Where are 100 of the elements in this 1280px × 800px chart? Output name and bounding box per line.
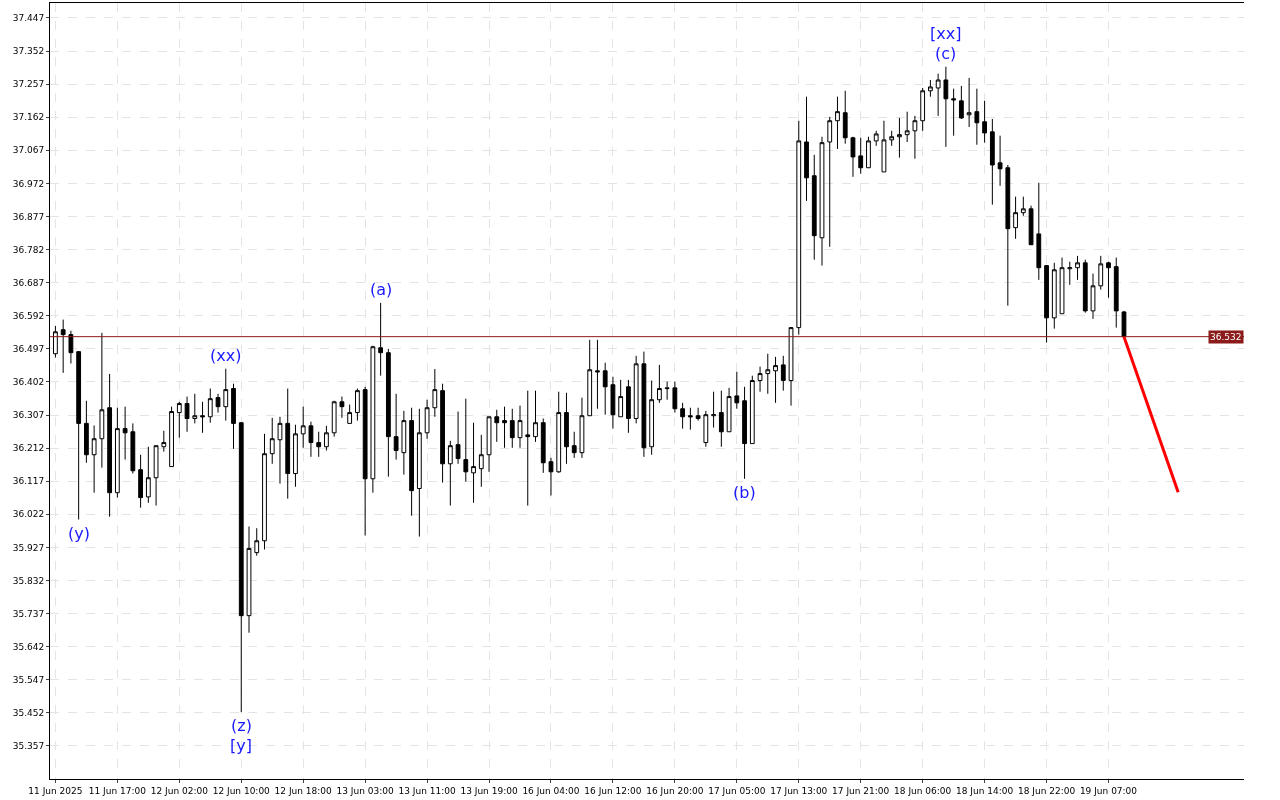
y-tick-label: 36.497 (12, 344, 45, 355)
candlestick (626, 379, 631, 434)
candlestick (935, 73, 941, 117)
candlestick (1005, 164, 1011, 307)
x-tick-label: 11 Jun 17:00 (88, 785, 147, 796)
candlestick (641, 351, 647, 458)
y-tick-label: 36.402 (12, 377, 45, 388)
y-tick-label: 36.212 (12, 443, 45, 454)
candlestick (1075, 255, 1080, 281)
candlestick (904, 111, 910, 143)
x-tick-label: 13 Jun 03:00 (336, 785, 394, 796)
candlestick (432, 368, 438, 418)
candlestick (680, 402, 686, 430)
y-tick-label: 36.972 (12, 178, 45, 189)
y-tick-label: 35.737 (12, 608, 45, 619)
y-tick-label: 37.162 (12, 112, 45, 123)
candlestick (835, 96, 840, 150)
x-tick-label: 12 Jun 10:00 (212, 785, 271, 796)
candlestick (122, 406, 128, 461)
candlestick (974, 88, 980, 146)
candlestick (316, 431, 322, 458)
candlestick (107, 373, 113, 518)
candlestick (711, 391, 716, 429)
x-tick-label: 18 Jun 06:00 (894, 785, 952, 796)
candlestick (370, 345, 376, 494)
candlestick (540, 418, 546, 474)
candlestick (633, 355, 639, 424)
candlestick (161, 430, 167, 453)
candlestick (734, 371, 740, 410)
candlestick (76, 351, 82, 521)
annotation: (a) (370, 280, 393, 299)
x-tick-label: 17 Jun 05:00 (708, 785, 766, 796)
candlestick (982, 100, 987, 144)
y-tick-label: 36.877 (12, 211, 45, 222)
candlestick (765, 353, 771, 395)
candlestick (1036, 182, 1042, 281)
candlestick (293, 424, 298, 488)
candlestick (84, 400, 89, 464)
candlestick (742, 386, 747, 480)
candlestick (1090, 273, 1096, 320)
candlestick (502, 406, 507, 449)
y-tick-label: 36.022 (12, 509, 45, 520)
candlestick (362, 386, 368, 537)
candlestick (749, 375, 755, 445)
candlestick (579, 397, 585, 459)
candlestick (533, 390, 538, 443)
x-tick-label: 13 Jun 11:00 (398, 785, 456, 796)
candlestick (1013, 196, 1018, 240)
candlestick (811, 154, 817, 261)
candlestick (726, 387, 732, 433)
y-tick-label: 37.352 (12, 46, 45, 57)
candlestick (687, 407, 693, 431)
candlestick (215, 393, 221, 414)
candlestick (873, 130, 879, 147)
candlestick (796, 120, 802, 336)
candlestick (339, 396, 345, 419)
y-tick-label: 35.927 (12, 542, 45, 553)
candlestick (928, 79, 933, 98)
candlestick (920, 87, 926, 132)
candlestick (564, 392, 569, 465)
candlestick (997, 135, 1003, 187)
candlestick (610, 376, 616, 430)
candlestick (958, 85, 964, 120)
candlestick (207, 388, 213, 424)
y-tick-label: 35.642 (12, 641, 45, 652)
candlestick (1098, 255, 1104, 291)
candlestick (393, 393, 399, 461)
y-tick-label: 36.782 (12, 244, 45, 255)
candlestick (324, 425, 329, 452)
candlestick (60, 319, 66, 374)
candlestick (1067, 261, 1073, 286)
candlestick (269, 417, 275, 465)
candlestick (153, 445, 159, 507)
candlestick (718, 390, 724, 448)
candlestick (478, 434, 484, 488)
y-tick-label: 37.257 (12, 79, 45, 90)
annotation: (c) (935, 44, 957, 63)
candlestick (866, 136, 871, 169)
candlestick (804, 96, 809, 202)
candlestick (649, 380, 655, 456)
candlestick (966, 77, 972, 128)
candlestick (440, 383, 445, 484)
y-tick-label: 36.592 (12, 310, 45, 321)
candlestick (1028, 205, 1034, 246)
candlestick (780, 355, 786, 392)
candlestick (1051, 262, 1057, 330)
candlestick (819, 136, 825, 267)
x-tick-label: 16 Jun 04:00 (522, 785, 580, 796)
x-tick-label: 16 Jun 20:00 (646, 785, 704, 796)
annotation: [y] (230, 736, 252, 755)
candlestick (881, 120, 887, 173)
candlestick (850, 136, 856, 178)
x-tick-label: 17 Jun 13:00 (770, 785, 828, 796)
candlestick (494, 409, 500, 443)
candlestick (455, 411, 461, 465)
candlestick (1020, 196, 1026, 217)
ref-line-label: 36.532 (1210, 332, 1242, 342)
candlestick (703, 410, 709, 448)
candlestick (300, 406, 306, 449)
candlestick (943, 66, 949, 148)
